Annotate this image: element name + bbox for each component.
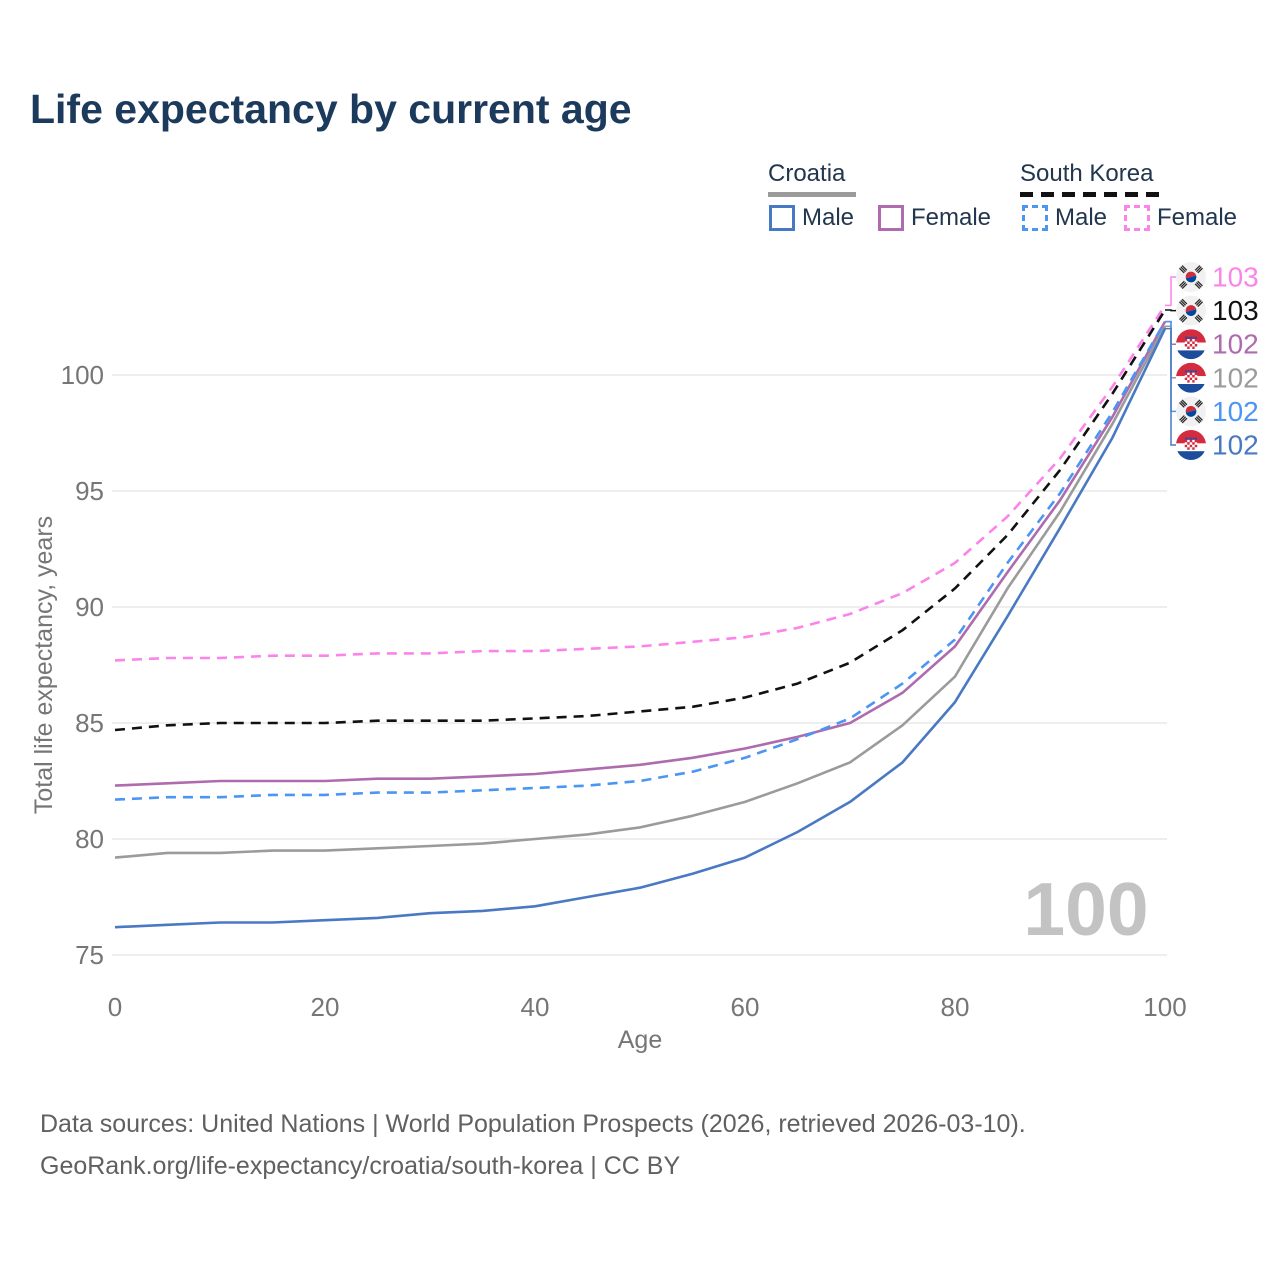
end-value-label-south-korea-male: 102: [1212, 396, 1259, 427]
end-value-label-south-korea-total: 103: [1212, 295, 1259, 326]
legend-swatch-croatia-female[interactable]: [878, 205, 904, 231]
y-tick-label: 100: [61, 360, 104, 390]
legend-underline-croatia-solid-line: [768, 192, 856, 197]
x-tick-label: 0: [108, 992, 122, 1022]
legend-swatch-croatia-male[interactable]: [769, 205, 795, 231]
croatia-flag-icon: [1176, 430, 1206, 460]
series-line-croatia-male[interactable]: [114, 328, 1167, 929]
x-tick-label: 40: [521, 992, 550, 1022]
x-tick-label: 100: [1143, 992, 1186, 1022]
croatia-flag-icon: [1176, 362, 1206, 393]
series-line-south-korea-total[interactable]: [114, 309, 1167, 732]
legend-label-south-korea-female: Female: [1157, 204, 1238, 231]
x-tick-label: 20: [311, 992, 340, 1022]
gridlines-layer: 75 80 85 90 95 100 0 20 40 60 80 100: [61, 360, 1187, 1022]
series-line-south-korea-female[interactable]: [114, 304, 1167, 662]
south-korea-flag-icon: [1176, 295, 1206, 326]
series-line-croatia-total[interactable]: [114, 325, 1167, 859]
end-value-label-croatia-female: 102: [1212, 329, 1259, 360]
leader-line-south-korea-total: [1165, 309, 1176, 312]
x-tick-label: 80: [941, 992, 970, 1022]
series-line-south-korea-male[interactable]: [114, 320, 1167, 801]
series-line-croatia-female[interactable]: [114, 320, 1167, 787]
legend-swatch-south-korea-male[interactable]: [1022, 205, 1048, 231]
y-tick-label: 80: [75, 824, 104, 854]
y-axis-title: Total life expectancy, years: [30, 516, 58, 814]
y-tick-label: 95: [75, 476, 104, 506]
x-axis-title: Age: [618, 1026, 662, 1054]
south-korea-flag-icon: [1176, 396, 1206, 427]
legend-group-title-south-korea: South Korea: [1020, 160, 1154, 187]
legend-item-south-korea-female[interactable]: Female: [1124, 204, 1237, 232]
legend-label-croatia-female: Female: [911, 204, 992, 231]
legend-label-croatia-male: Male: [802, 204, 855, 231]
legend-item-croatia-female[interactable]: Female: [878, 204, 991, 232]
legend-label-south-korea-male: Male: [1055, 204, 1108, 231]
x-tick-label: 60: [731, 992, 760, 1022]
leader-line-croatia-male: [1165, 327, 1176, 446]
leader-line-south-korea-female: [1165, 276, 1176, 307]
south-korea-flag-icon: [1176, 262, 1206, 292]
attribution-line: GeoRank.org/life-expectancy/croatia/sout…: [40, 1152, 681, 1180]
legend-item-croatia-male[interactable]: Male: [769, 204, 854, 232]
end-value-label-croatia-total: 102: [1212, 362, 1259, 393]
end-value-label-south-korea-female: 103: [1212, 262, 1259, 293]
croatia-flag-icon: [1176, 329, 1206, 360]
y-tick-label: 85: [75, 708, 104, 738]
y-tick-label: 90: [75, 592, 104, 622]
series-layer: [114, 304, 1167, 929]
legend-underline-south-korea-dashed-line: [1020, 192, 1162, 197]
legend-group-title-croatia: Croatia: [768, 160, 846, 187]
end-value-label-croatia-male: 102: [1212, 430, 1259, 461]
y-tick-label: 75: [75, 940, 104, 970]
page-title: Life expectancy by current age: [30, 86, 632, 132]
age-counter-watermark: 100: [1023, 867, 1148, 951]
legend-swatch-south-korea-female[interactable]: [1124, 205, 1150, 231]
data-source-line: Data sources: United Nations | World Pop…: [40, 1110, 1026, 1138]
legend-item-south-korea-male[interactable]: Male: [1022, 204, 1107, 232]
